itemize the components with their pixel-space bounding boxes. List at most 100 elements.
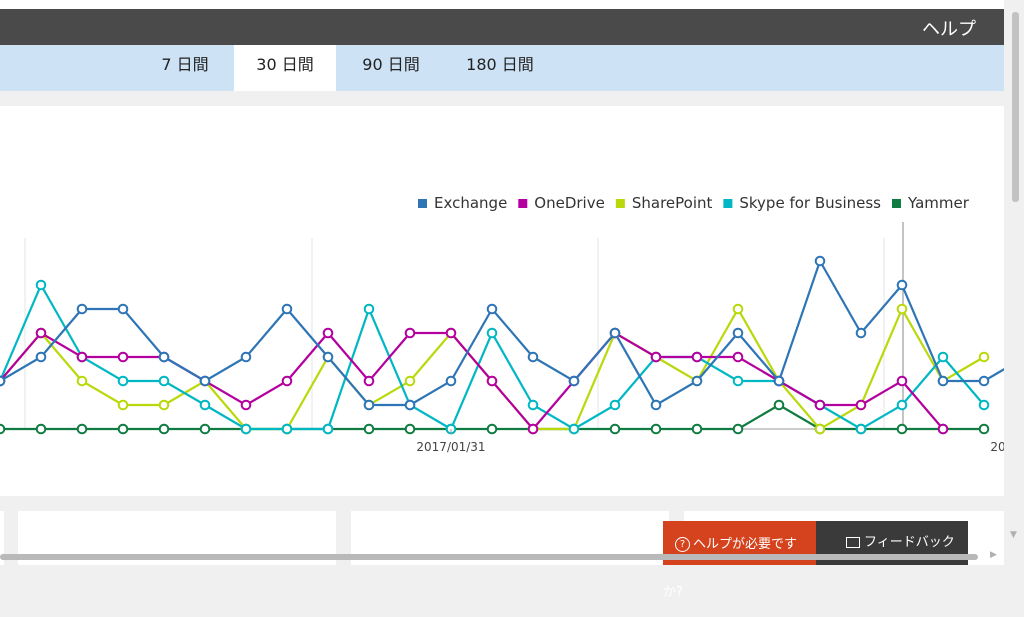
data-point[interactable] bbox=[732, 423, 744, 435]
data-point[interactable] bbox=[855, 423, 867, 435]
data-point[interactable] bbox=[609, 327, 621, 339]
data-point[interactable] bbox=[281, 375, 293, 387]
data-point[interactable] bbox=[117, 303, 129, 315]
data-point[interactable] bbox=[199, 375, 211, 387]
data-point[interactable] bbox=[650, 399, 662, 411]
data-point[interactable] bbox=[117, 399, 129, 411]
tab-30-days[interactable]: 30 日間 bbox=[234, 45, 336, 91]
data-point[interactable] bbox=[896, 279, 908, 291]
data-point[interactable] bbox=[937, 375, 949, 387]
data-point[interactable] bbox=[35, 327, 47, 339]
data-point[interactable] bbox=[978, 375, 990, 387]
data-point[interactable] bbox=[35, 423, 47, 435]
data-point[interactable] bbox=[117, 375, 129, 387]
data-point[interactable] bbox=[158, 375, 170, 387]
legend-item[interactable]: Exchange bbox=[418, 194, 507, 212]
data-point[interactable] bbox=[486, 327, 498, 339]
data-point[interactable] bbox=[281, 423, 293, 435]
data-point[interactable] bbox=[978, 423, 990, 435]
legend-label: Exchange bbox=[434, 194, 507, 212]
data-point[interactable] bbox=[404, 327, 416, 339]
data-point[interactable] bbox=[117, 423, 129, 435]
data-point[interactable] bbox=[404, 399, 416, 411]
horizontal-scroll-thumb[interactable] bbox=[0, 554, 978, 560]
data-point[interactable] bbox=[486, 423, 498, 435]
data-point[interactable] bbox=[281, 303, 293, 315]
data-point[interactable] bbox=[363, 399, 375, 411]
data-point[interactable] bbox=[35, 351, 47, 363]
data-point[interactable] bbox=[0, 375, 6, 387]
data-point[interactable] bbox=[240, 399, 252, 411]
data-point[interactable] bbox=[732, 375, 744, 387]
data-point[interactable] bbox=[527, 351, 539, 363]
data-point[interactable] bbox=[240, 351, 252, 363]
vertical-scrollbar[interactable] bbox=[1006, 0, 1024, 565]
data-point[interactable] bbox=[322, 423, 334, 435]
data-point[interactable] bbox=[609, 423, 621, 435]
data-point[interactable] bbox=[76, 423, 88, 435]
data-point[interactable] bbox=[773, 399, 785, 411]
tab-180-days[interactable]: 180 日間 bbox=[466, 55, 534, 74]
data-point[interactable] bbox=[814, 399, 826, 411]
data-point[interactable] bbox=[404, 423, 416, 435]
data-point[interactable] bbox=[896, 423, 908, 435]
data-point[interactable] bbox=[937, 423, 949, 435]
data-point[interactable] bbox=[650, 351, 662, 363]
scroll-right-arrow-icon[interactable]: ▶ bbox=[990, 550, 997, 560]
legend-item[interactable]: SharePoint bbox=[615, 194, 713, 212]
data-point[interactable] bbox=[199, 399, 211, 411]
data-point[interactable] bbox=[896, 399, 908, 411]
data-point[interactable] bbox=[76, 375, 88, 387]
data-point[interactable] bbox=[855, 399, 867, 411]
data-point[interactable] bbox=[732, 303, 744, 315]
data-point[interactable] bbox=[773, 375, 785, 387]
vertical-scroll-thumb[interactable] bbox=[1012, 12, 1019, 202]
data-point[interactable] bbox=[0, 423, 6, 435]
data-point[interactable] bbox=[527, 399, 539, 411]
data-point[interactable] bbox=[322, 351, 334, 363]
data-point[interactable] bbox=[35, 279, 47, 291]
data-point[interactable] bbox=[855, 327, 867, 339]
help-link[interactable]: ヘルプ bbox=[922, 19, 976, 40]
data-point[interactable] bbox=[732, 351, 744, 363]
data-point[interactable] bbox=[978, 399, 990, 411]
scroll-down-arrow-icon[interactable]: ▼ bbox=[1010, 530, 1017, 540]
data-point[interactable] bbox=[158, 351, 170, 363]
data-point[interactable] bbox=[486, 303, 498, 315]
data-point[interactable] bbox=[691, 351, 703, 363]
data-point[interactable] bbox=[650, 423, 662, 435]
data-point[interactable] bbox=[486, 375, 498, 387]
data-point[interactable] bbox=[691, 375, 703, 387]
tab-90-days[interactable]: 90 日間 bbox=[362, 55, 420, 74]
data-point[interactable] bbox=[76, 351, 88, 363]
data-point[interactable] bbox=[158, 399, 170, 411]
data-point[interactable] bbox=[76, 303, 88, 315]
data-point[interactable] bbox=[609, 399, 621, 411]
data-point[interactable] bbox=[814, 423, 826, 435]
data-point[interactable] bbox=[117, 351, 129, 363]
data-point[interactable] bbox=[363, 375, 375, 387]
data-point[interactable] bbox=[527, 423, 539, 435]
data-point[interactable] bbox=[568, 423, 580, 435]
data-point[interactable] bbox=[322, 327, 334, 339]
data-point[interactable] bbox=[445, 327, 457, 339]
data-point[interactable] bbox=[896, 303, 908, 315]
data-point[interactable] bbox=[814, 255, 826, 267]
data-point[interactable] bbox=[568, 375, 580, 387]
legend-item[interactable]: OneDrive bbox=[518, 194, 605, 212]
data-point[interactable] bbox=[691, 423, 703, 435]
legend-item[interactable]: Yammer bbox=[891, 194, 970, 212]
data-point[interactable] bbox=[240, 423, 252, 435]
tab-7-days[interactable]: 7 日間 bbox=[161, 55, 209, 74]
data-point[interactable] bbox=[978, 351, 990, 363]
data-point[interactable] bbox=[896, 375, 908, 387]
data-point[interactable] bbox=[363, 423, 375, 435]
data-point[interactable] bbox=[445, 375, 457, 387]
data-point[interactable] bbox=[199, 423, 211, 435]
data-point[interactable] bbox=[732, 327, 744, 339]
data-point[interactable] bbox=[937, 351, 949, 363]
data-point[interactable] bbox=[404, 375, 416, 387]
data-point[interactable] bbox=[158, 423, 170, 435]
legend-item[interactable]: Skype for Business bbox=[723, 194, 881, 212]
data-point[interactable] bbox=[363, 303, 375, 315]
